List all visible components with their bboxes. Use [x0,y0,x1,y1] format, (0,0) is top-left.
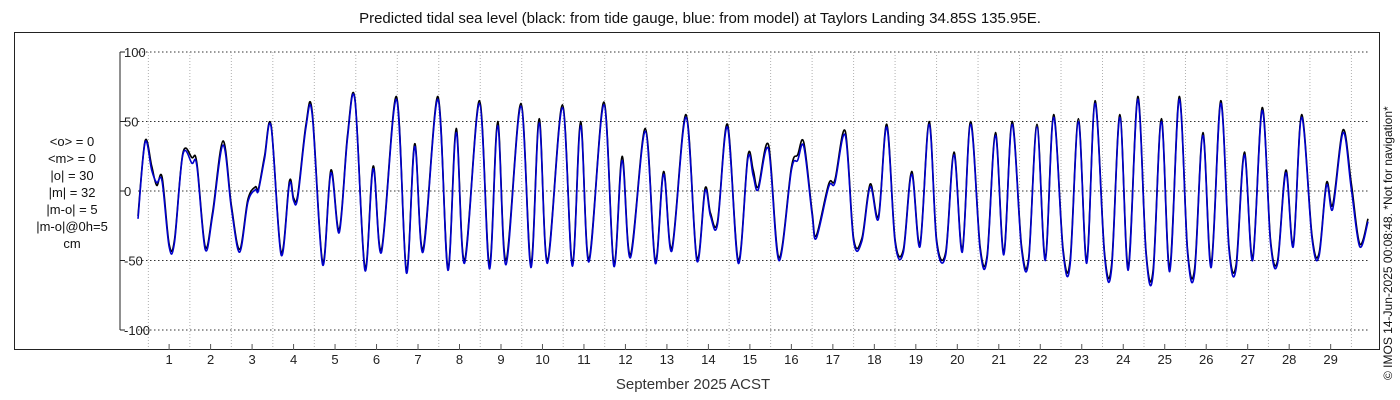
stat-abs-model: |m| = 32 [48,185,96,200]
y-tick-label: -100 [124,323,150,338]
x-tick-label: 2 [207,352,214,367]
x-tick-label: 6 [373,352,380,367]
x-tick-label: 20 [950,352,964,367]
x-tick-label: 3 [248,352,255,367]
x-tick-label: 8 [456,352,463,367]
x-tick-label: 19 [909,352,923,367]
x-tick-label: 10 [535,352,549,367]
stat-mean-model: <m> = 0 [47,151,97,166]
y-tick-label: 0 [124,184,131,199]
grid-layer [138,51,1368,348]
x-tick-label: 13 [660,352,674,367]
x-tick-label: 14 [701,352,715,367]
plot-frame [14,32,1380,350]
x-tick-label: 1 [165,352,172,367]
x-tick-label: 16 [784,352,798,367]
x-tick-label: 5 [331,352,338,367]
x-tick-label: 23 [1075,352,1089,367]
x-tick-label: 22 [1033,352,1047,367]
x-tick-label: 15 [743,352,757,367]
x-tick-label: 29 [1323,352,1337,367]
x-tick-label: 24 [1116,352,1130,367]
x-tick-label: 21 [992,352,1006,367]
x-tick-label: 4 [290,352,297,367]
stat-abs-diff-0h: |m-o|@0h=5 [36,219,108,234]
stat-abs-diff: |m-o| = 5 [46,202,98,217]
x-tick-label: 11 [577,352,591,367]
x-tick-label: 27 [1240,352,1254,367]
y-tick-label: -50 [124,254,143,269]
stat-unit: cm [63,236,81,251]
x-tick-label: 26 [1199,352,1213,367]
series-line-tide-gauge [137,91,1369,283]
x-tick-label: 28 [1282,352,1296,367]
x-tick-label: 18 [867,352,881,367]
y-tick-label: 100 [124,45,146,60]
stats-panel: <o> = 0 <m> = 0 |o| = 30 |m| = 32 |m-o| … [18,133,126,252]
y-tick-label: 50 [124,115,138,130]
stat-abs-observed: |o| = 30 [50,168,94,183]
series-layer [137,91,1369,287]
stat-mean-observed: <o> = 0 [49,134,95,149]
chart-title: Predicted tidal sea level (black: from t… [359,10,1041,27]
x-tick-label: 25 [1157,352,1171,367]
x-tick-label: 12 [618,352,632,367]
x-axis-label: September 2025 ACST [615,376,771,393]
x-tick-label: 9 [497,352,504,367]
series-line-model [137,93,1369,287]
x-tick-label: 7 [414,352,421,367]
x-tick-label: 17 [826,352,840,367]
copyright-footer: © IMOS 14-Jun-2025 00:08:48. *Not for na… [1381,106,1395,380]
